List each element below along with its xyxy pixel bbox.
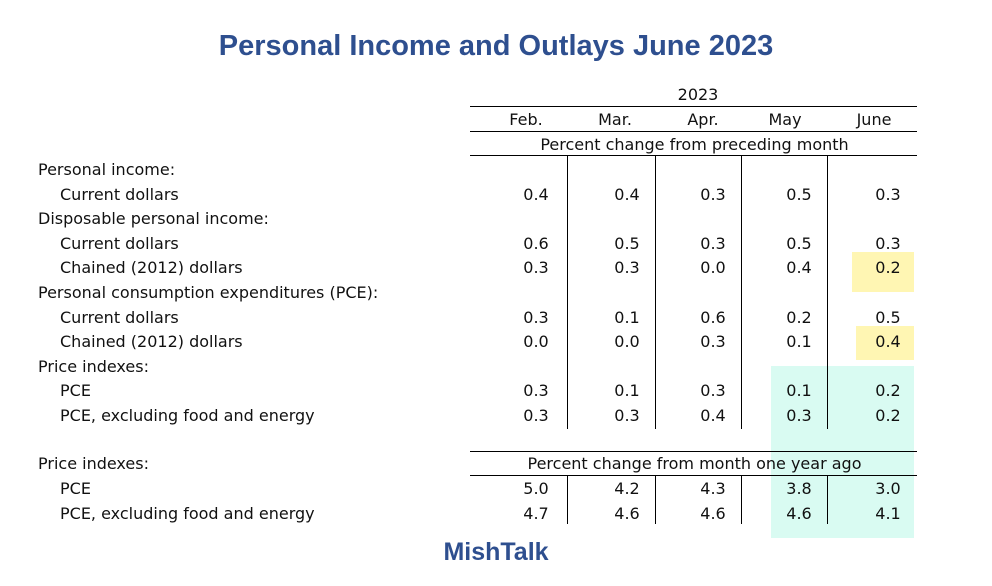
table-cell: 0.3 — [786, 405, 812, 425]
month-header-may: May — [768, 110, 802, 129]
table-cell: 0.3 — [523, 405, 549, 425]
rule-section2-top — [470, 451, 917, 452]
table-cell: 0.5 — [786, 184, 812, 204]
table-cell: 4.2 — [614, 479, 640, 498]
group-label: Price indexes: — [38, 356, 149, 376]
month-header-apr: Apr. — [687, 110, 719, 129]
table-cell: 0.2 — [786, 307, 812, 327]
table-cell: 0.2 — [875, 381, 901, 401]
table-cell: 4.6 — [700, 503, 726, 523]
rule-section2-bottom — [470, 475, 917, 476]
divider — [567, 156, 568, 429]
group-label: Disposable personal income: — [38, 209, 269, 229]
row-label: Current dollars — [60, 307, 179, 327]
table-cell: 0.4 — [786, 258, 812, 278]
table-cell: 0.0 — [523, 332, 549, 352]
table-cell: 0.3 — [700, 233, 726, 253]
table-cell: 0.5 — [875, 307, 901, 327]
table-cell: 3.0 — [875, 479, 901, 498]
table-cell: 0.1 — [614, 307, 640, 327]
table-cell: 0.5 — [614, 233, 640, 253]
table-cell: 5.0 — [523, 479, 549, 498]
table-cell: 0.0 — [614, 332, 640, 352]
table-cell: 0.3 — [614, 258, 640, 278]
table-cell: 4.3 — [700, 479, 726, 498]
row-label: PCE — [60, 381, 91, 401]
month-header-mar: Mar. — [598, 110, 632, 129]
highlight-june-dpi-chained — [852, 252, 914, 292]
month-header-feb: Feb. — [509, 110, 543, 129]
divider — [741, 476, 742, 524]
table-cell: 4.6 — [786, 503, 812, 523]
table-cell: 0.6 — [523, 233, 549, 253]
divider — [827, 156, 828, 429]
page-title: Personal Income and Outlays June 2023 — [218, 30, 774, 62]
section1-header: Percent change from preceding month — [540, 135, 849, 154]
table-cell: 4.7 — [523, 503, 549, 523]
footer-brand: MishTalk — [443, 538, 549, 566]
rule-under-section1 — [470, 155, 917, 156]
table-cell: 0.3 — [523, 258, 549, 278]
table-cell: 0.3 — [875, 233, 901, 253]
row-label: PCE, excluding food and energy — [60, 503, 315, 523]
table-cell: 0.4 — [614, 184, 640, 204]
row-label: PCE, excluding food and energy — [60, 405, 315, 425]
table-cell: 3.8 — [786, 479, 812, 498]
table-cell: 0.2 — [875, 258, 901, 278]
rule-under-months — [470, 131, 917, 132]
table-cell: 0.1 — [614, 381, 640, 401]
row-label: Chained (2012) dollars — [60, 258, 243, 278]
table-cell: 0.6 — [700, 307, 726, 327]
row-label: Current dollars — [60, 233, 179, 253]
table-cell: 0.4 — [523, 184, 549, 204]
year-header: 2023 — [677, 85, 719, 104]
table-cell: 0.3 — [614, 405, 640, 425]
table-cell: 0.1 — [786, 332, 812, 352]
section2-label: Price indexes: — [38, 454, 149, 473]
divider — [741, 156, 742, 429]
table-cell: 0.4 — [700, 405, 726, 425]
table-cell: 0.3 — [523, 307, 549, 327]
row-label: Chained (2012) dollars — [60, 332, 243, 352]
table-cell: 0.3 — [875, 184, 901, 204]
group-label: Personal consumption expenditures (PCE): — [38, 282, 379, 302]
row-label: PCE — [60, 479, 91, 498]
month-header-june: June — [856, 110, 892, 129]
rule-top — [470, 106, 917, 107]
divider — [827, 476, 828, 524]
group-label: Personal income: — [38, 160, 176, 179]
table-cell: 4.1 — [875, 503, 901, 523]
section2-header: Percent change from month one year ago — [527, 454, 862, 473]
table-cell: 0.3 — [700, 332, 726, 352]
divider — [567, 476, 568, 524]
highlight-price-indexes — [771, 366, 914, 538]
table-cell: 0.3 — [523, 381, 549, 401]
highlight-june-pce-chained — [856, 326, 914, 360]
divider — [655, 476, 656, 524]
table-cell: 0.2 — [875, 405, 901, 425]
table-cell: 0.5 — [786, 233, 812, 253]
divider — [655, 156, 656, 429]
table-cell: 0.0 — [700, 258, 726, 278]
table-cell: 0.4 — [875, 332, 901, 352]
row-label: Current dollars — [60, 184, 179, 204]
table-cell: 0.1 — [786, 381, 812, 401]
table-cell: 0.3 — [700, 184, 726, 204]
table-cell: 4.6 — [614, 503, 640, 523]
table-cell: 0.3 — [700, 381, 726, 401]
